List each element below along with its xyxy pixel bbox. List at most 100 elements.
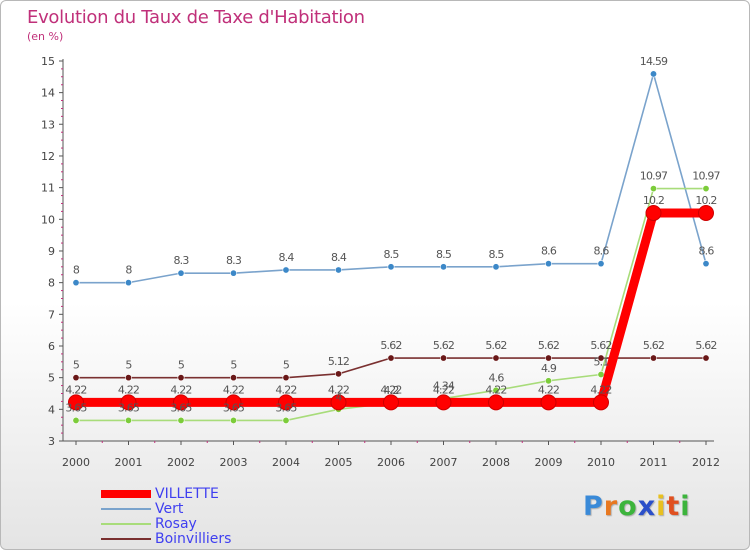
legend-label: Rosay xyxy=(155,516,197,532)
data-point xyxy=(177,416,185,424)
data-label: 14.59 xyxy=(640,55,668,68)
data-label: 5.62 xyxy=(538,339,559,352)
data-label: 8.5 xyxy=(488,248,504,261)
y-tick-label: 15 xyxy=(41,55,55,68)
y-tick-label: 4 xyxy=(48,403,55,416)
data-point xyxy=(435,394,452,411)
logo-letter: r xyxy=(603,491,619,522)
data-point xyxy=(439,354,447,362)
data-label: 4.22 xyxy=(65,383,86,396)
data-point xyxy=(72,374,80,382)
chart-subtitle: (en %) xyxy=(27,30,64,43)
data-point xyxy=(230,374,238,382)
data-point xyxy=(702,260,710,268)
data-label: 5.62 xyxy=(695,339,716,352)
x-tick-label: 2007 xyxy=(430,456,458,469)
data-point xyxy=(597,370,605,378)
logo-letter: o xyxy=(618,491,638,522)
y-tick-label: 14 xyxy=(41,87,55,100)
data-label: 5.62 xyxy=(590,339,611,352)
data-point xyxy=(225,394,242,411)
data-label: 5.62 xyxy=(485,339,506,352)
chart-title: Evolution du Taux de Taxe d'Habitation xyxy=(27,7,365,28)
data-label: 4.9 xyxy=(541,362,557,375)
y-tick-label: 9 xyxy=(48,245,55,258)
data-point xyxy=(282,416,290,424)
data-point xyxy=(177,374,185,382)
data-label: 10.2 xyxy=(643,194,664,207)
data-point xyxy=(488,394,504,411)
data-point xyxy=(649,354,657,362)
data-point xyxy=(72,279,80,287)
data-point xyxy=(492,263,500,271)
data-label: 8 xyxy=(125,264,132,277)
legend-swatch xyxy=(101,523,151,525)
data-label: 8.6 xyxy=(593,245,609,258)
data-point xyxy=(125,279,133,287)
data-point xyxy=(282,374,290,382)
series-boinvilliers xyxy=(72,354,710,382)
proxiti-logo: Proxiti xyxy=(583,491,691,522)
data-label: 8.3 xyxy=(173,254,189,267)
data-label: 8.6 xyxy=(698,245,714,258)
data-label: 8.6 xyxy=(541,245,557,258)
data-label: 5 xyxy=(230,359,237,372)
data-point xyxy=(173,394,189,411)
data-point xyxy=(593,394,609,411)
data-point xyxy=(544,354,552,362)
y-tick-label: 12 xyxy=(41,150,55,163)
legend-label: Vert xyxy=(155,501,184,517)
legend-swatch xyxy=(101,538,151,540)
x-tick-label: 2008 xyxy=(482,456,510,469)
data-point xyxy=(439,263,447,271)
data-point xyxy=(702,185,710,193)
data-point xyxy=(649,185,657,193)
data-point xyxy=(383,394,399,411)
x-tick-label: 2002 xyxy=(167,456,195,469)
series-line xyxy=(71,208,711,407)
logo-letter: P xyxy=(583,491,604,522)
data-point xyxy=(540,394,557,411)
y-tick-label: 6 xyxy=(48,340,55,353)
x-tick-label: 2009 xyxy=(535,456,563,469)
y-tick-label: 13 xyxy=(41,118,55,131)
data-label: 3.65 xyxy=(118,401,140,414)
legend-label: Boinvilliers xyxy=(155,531,232,547)
data-point xyxy=(230,269,238,277)
data-label: 5 xyxy=(178,359,185,372)
logo-letter: x xyxy=(637,491,657,522)
legend-swatch xyxy=(101,490,151,498)
data-label: 4 xyxy=(335,390,342,403)
data-label: 4.22 xyxy=(380,383,401,396)
data-label: 3.65 xyxy=(65,401,87,414)
data-label: 4.6 xyxy=(488,371,504,384)
data-label: 4.22 xyxy=(590,383,611,396)
x-tick-label: 2012 xyxy=(692,456,720,469)
data-label: 4.22 xyxy=(170,383,191,396)
data-point xyxy=(230,416,238,424)
data-label: 8.5 xyxy=(436,248,452,261)
y-tick-label: 11 xyxy=(41,182,55,195)
y-tick-label: 5 xyxy=(48,372,55,385)
data-point xyxy=(698,204,714,221)
data-label: 10.97 xyxy=(692,170,720,183)
data-label: 5 xyxy=(125,359,132,372)
data-label: 5 xyxy=(283,359,290,372)
data-point xyxy=(597,354,605,362)
data-label: 4.22 xyxy=(275,383,296,396)
data-point xyxy=(645,204,662,221)
series-villette xyxy=(68,204,714,411)
data-point xyxy=(282,266,290,274)
data-point xyxy=(544,377,552,385)
data-label: 8 xyxy=(73,264,80,277)
y-tick-label: 8 xyxy=(48,277,55,290)
data-label: 8.5 xyxy=(383,248,399,261)
data-label: 5.62 xyxy=(380,339,401,352)
legend-swatch xyxy=(101,508,151,510)
x-tick-label: 2001 xyxy=(115,456,143,469)
data-point xyxy=(330,394,347,411)
logo-letter: i xyxy=(680,491,691,522)
data-point xyxy=(68,394,84,411)
